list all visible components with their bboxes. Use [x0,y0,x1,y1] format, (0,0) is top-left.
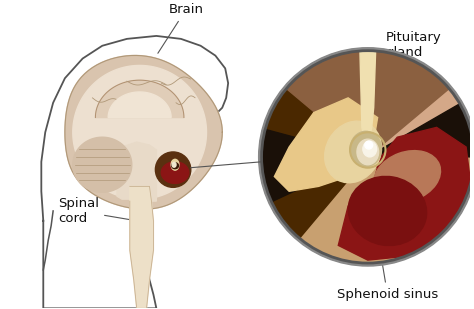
Circle shape [155,152,191,187]
Polygon shape [41,36,228,308]
Ellipse shape [172,162,176,167]
Circle shape [262,51,474,263]
Polygon shape [65,55,222,209]
Wedge shape [368,57,474,157]
Text: Brain: Brain [158,3,203,53]
Ellipse shape [350,131,382,167]
Ellipse shape [348,176,427,246]
Wedge shape [368,104,474,157]
Polygon shape [73,137,132,192]
Ellipse shape [374,150,440,202]
Ellipse shape [363,141,377,157]
Wedge shape [262,89,368,238]
Ellipse shape [171,159,179,170]
Circle shape [365,141,373,149]
Ellipse shape [161,162,189,184]
Polygon shape [274,98,378,191]
Circle shape [259,48,474,266]
Polygon shape [130,186,154,308]
Text: Spinal
cord: Spinal cord [58,197,134,225]
Polygon shape [108,92,171,117]
Polygon shape [338,127,471,260]
Wedge shape [286,51,449,157]
Polygon shape [73,66,207,199]
Polygon shape [360,51,376,137]
Polygon shape [117,142,156,201]
Wedge shape [262,129,368,202]
Ellipse shape [325,121,382,183]
Ellipse shape [172,163,179,169]
Polygon shape [95,80,184,117]
Ellipse shape [357,139,379,165]
Text: Pituitary
gland: Pituitary gland [362,31,441,101]
Text: Sphenoid sinus: Sphenoid sinus [337,238,438,301]
Polygon shape [262,68,378,157]
